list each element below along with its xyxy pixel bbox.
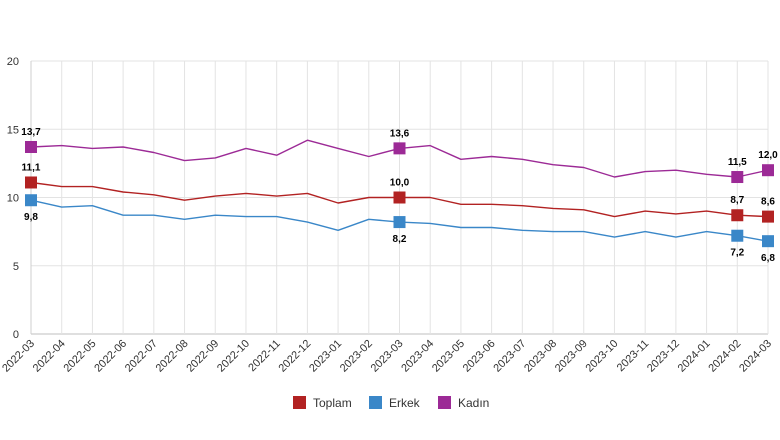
x-tick-label: 2022-11 [246, 338, 282, 374]
x-tick-label: 2023-07 [491, 338, 528, 375]
data-point-marker[interactable] [393, 142, 406, 155]
x-tick-label: 2022-12 [276, 338, 313, 375]
y-tick-label: 5 [13, 261, 19, 273]
data-label: 8,2 [393, 234, 407, 245]
x-tick-label: 2023-10 [584, 338, 621, 375]
x-tick-label: 2022-08 [154, 338, 191, 375]
data-label: 6,8 [761, 253, 775, 264]
x-tick-label: 2023-02 [338, 338, 375, 375]
data-point-marker[interactable] [762, 210, 774, 223]
axis-layer: 051015202022-032022-042022-052022-062022… [0, 56, 774, 375]
legend-item-toplam[interactable]: Toplam [293, 396, 352, 410]
legend-label: Erkek [389, 396, 421, 410]
data-label: 13,6 [390, 128, 410, 139]
data-point-marker[interactable] [731, 171, 744, 184]
data-label: 9,8 [24, 212, 38, 223]
data-label: 11,5 [728, 157, 747, 168]
data-label: 13,7 [21, 127, 41, 138]
series-layer [25, 139, 774, 248]
legend: Toplam Erkek Kadın [293, 396, 489, 410]
data-label: 10,0 [390, 178, 410, 189]
x-tick-label: 2024-03 [737, 338, 774, 375]
legend-item-kadın[interactable]: Kadın [438, 396, 489, 410]
data-label: 12,0 [758, 150, 778, 161]
data-label: 11,1 [22, 162, 41, 173]
x-tick-label: 2022-05 [62, 338, 99, 375]
x-tick-label: 2022-07 [123, 338, 160, 375]
legend-label: Kadın [458, 396, 489, 410]
x-tick-label: 2023-05 [430, 338, 467, 375]
x-tick-label: 2023-11 [615, 338, 651, 374]
data-point-marker[interactable] [731, 229, 744, 242]
data-point-marker[interactable] [25, 194, 37, 207]
legend-swatch [369, 396, 382, 409]
data-point-marker[interactable] [393, 216, 406, 229]
x-tick-label: 2024-01 [676, 338, 713, 375]
legend-swatch [293, 396, 306, 409]
data-point-marker[interactable] [25, 140, 37, 153]
y-tick-label: 15 [7, 124, 19, 136]
y-tick-label: 20 [7, 56, 19, 68]
x-tick-label: 2023-08 [522, 338, 559, 375]
data-point-marker[interactable] [731, 209, 744, 222]
x-tick-label: 2022-09 [184, 338, 221, 375]
data-label: 8,6 [761, 197, 775, 208]
data-label: 7,2 [730, 248, 744, 259]
x-tick-label: 2023-04 [399, 338, 436, 375]
x-tick-label: 2023-09 [553, 338, 590, 375]
x-tick-label: 2023-01 [307, 338, 344, 375]
y-tick-label: 10 [7, 193, 19, 205]
legend-swatch [438, 396, 451, 409]
data-point-marker[interactable] [762, 164, 774, 177]
legend-label: Toplam [313, 396, 352, 410]
x-tick-label: 2024-02 [706, 338, 743, 375]
data-label: 8,7 [730, 195, 744, 206]
data-point-marker[interactable] [393, 191, 406, 204]
x-tick-label: 2022-06 [92, 338, 129, 375]
x-tick-label: 2022-04 [31, 338, 68, 375]
x-tick-label: 2023-03 [369, 338, 406, 375]
x-tick-label: 2022-03 [0, 338, 37, 375]
x-tick-label: 2023-06 [461, 338, 498, 375]
x-tick-label: 2023-12 [645, 338, 682, 375]
data-point-marker[interactable] [25, 176, 37, 189]
data-point-marker[interactable] [762, 235, 774, 248]
y-tick-label: 0 [13, 329, 19, 341]
label-layer: 11,1 10,0 8,7 8,6 9,8 8,2 7,2 6,8 13,7 13,6 11,5 12… [21, 127, 778, 264]
legend-item-erkek[interactable]: Erkek [369, 396, 421, 410]
x-tick-label: 2022-10 [215, 338, 252, 375]
